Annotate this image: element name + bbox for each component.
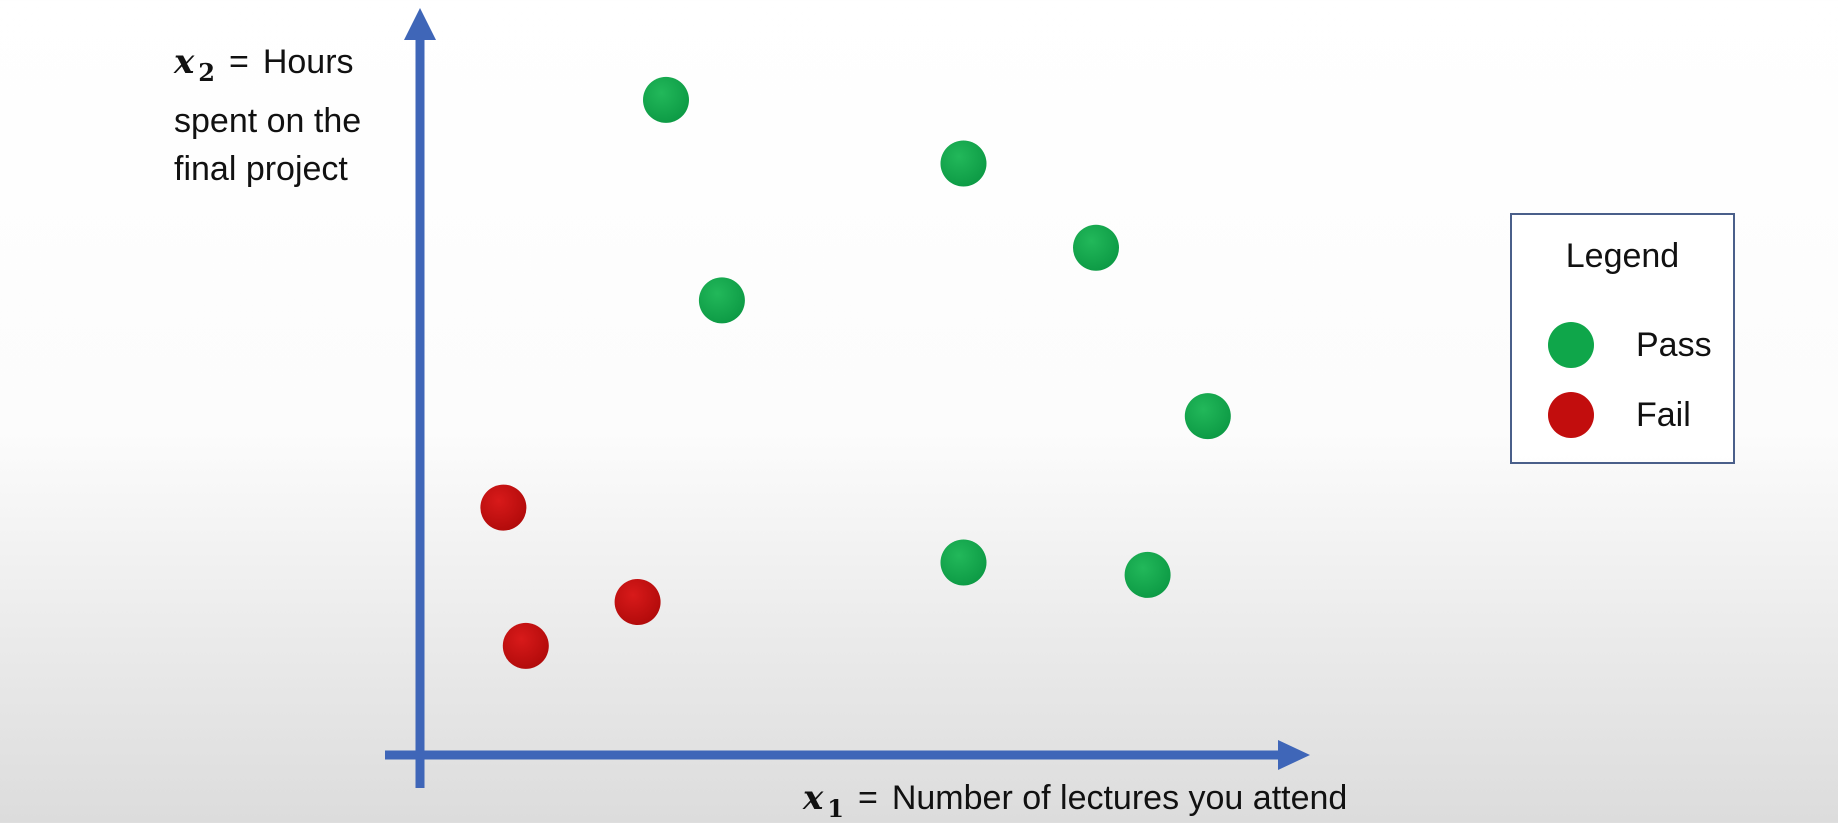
- point-pass-3: [940, 140, 987, 187]
- legend-item-fail: Fail: [1548, 391, 1691, 439]
- x-axis-label: x 1 = Number of lectures you attend: [803, 778, 1348, 823]
- point-fail-2: [502, 622, 549, 669]
- y-axis-label: x 2 = Hours spent on the final project: [174, 38, 361, 193]
- y-axis-label-line-2: spent on the: [174, 102, 362, 140]
- legend-item-pass: Pass: [1548, 321, 1712, 369]
- y-axis-label-line-1: x 2 = Hours: [174, 42, 354, 87]
- y-axis-label-line-3: final project: [174, 150, 348, 188]
- legend-label-fail: Fail: [1636, 395, 1691, 434]
- point-pass-6: [940, 539, 987, 586]
- point-pass-5: [1184, 393, 1231, 440]
- y-axis-arrow-icon: [404, 8, 436, 40]
- point-pass-2: [698, 277, 745, 324]
- point-pass-1: [643, 76, 689, 123]
- point-pass-7: [1124, 551, 1171, 598]
- legend: Legend Pass Fail: [1510, 213, 1735, 464]
- legend-label-pass: Pass: [1636, 325, 1712, 364]
- pass-marker-icon: [1548, 322, 1594, 368]
- legend-title: Legend: [1565, 237, 1680, 275]
- point-pass-4: [1073, 224, 1119, 271]
- x-axis-arrow-icon: [1278, 740, 1310, 770]
- fail-marker-icon: [1548, 392, 1594, 438]
- point-fail-1: [480, 484, 527, 531]
- point-fail-3: [614, 579, 661, 625]
